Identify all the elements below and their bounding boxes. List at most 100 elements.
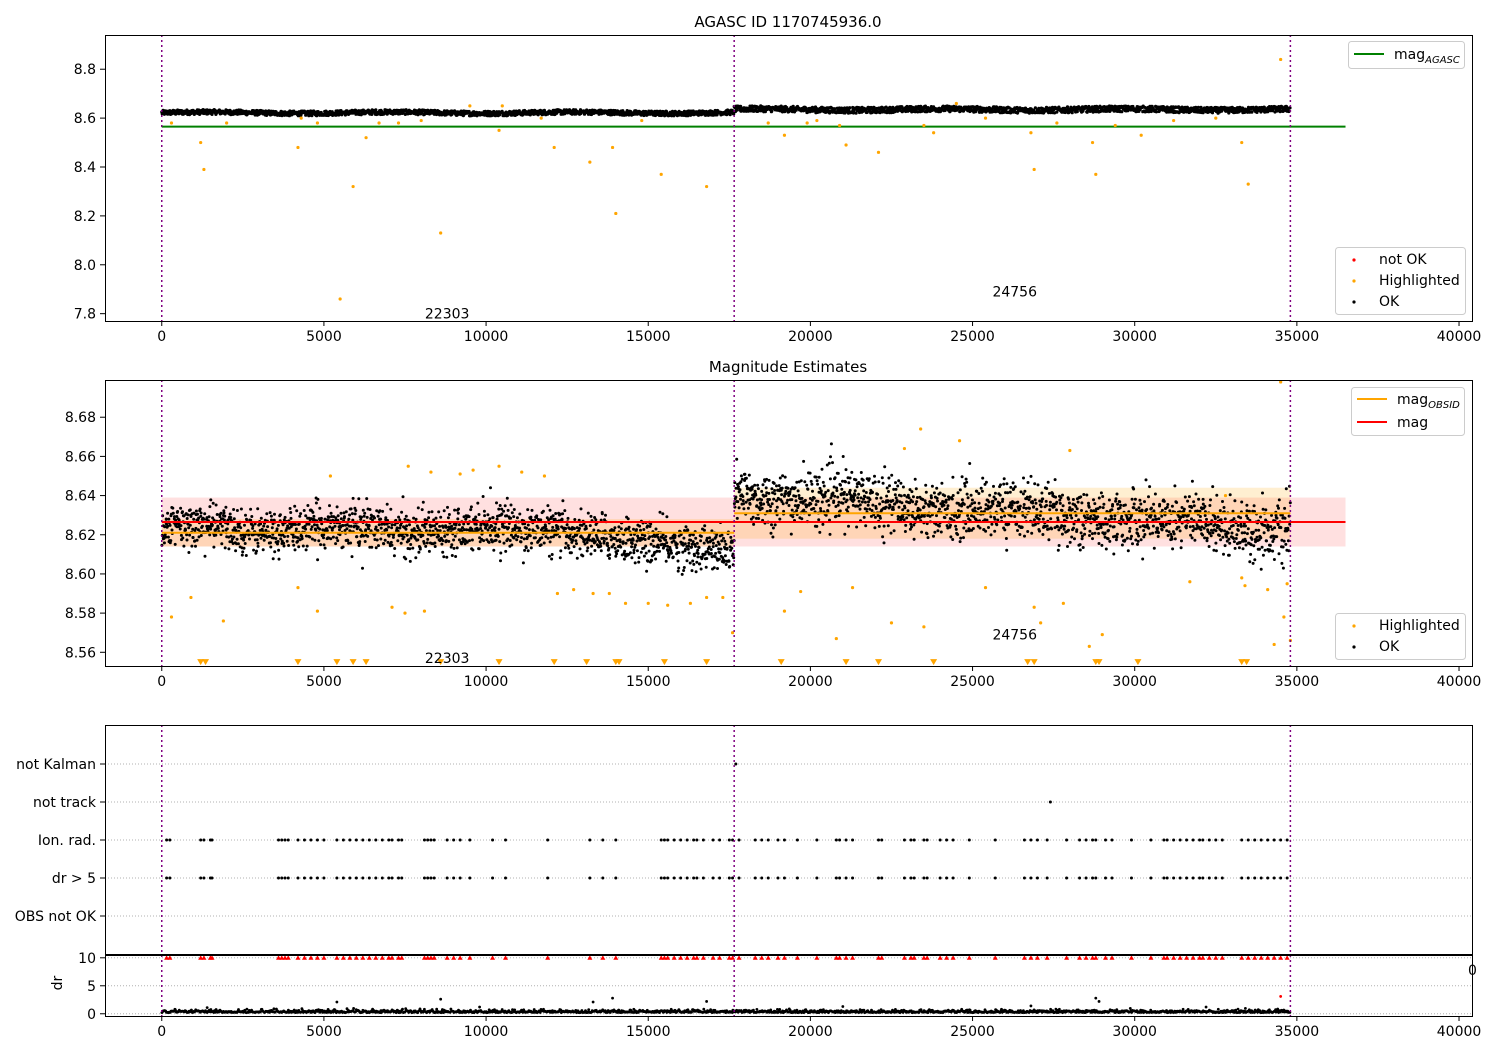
- highlighted-point: [838, 124, 841, 127]
- ok-point: [316, 498, 319, 501]
- ok-point: [351, 555, 354, 558]
- ok-point: [907, 509, 910, 512]
- y-tick-label: 7.8: [74, 307, 96, 323]
- ok-point: [754, 494, 757, 497]
- ok-point: [370, 546, 373, 549]
- ok-point: [751, 488, 754, 491]
- ok-point: [551, 526, 554, 529]
- ok-point: [896, 499, 899, 502]
- ok-point: [188, 534, 191, 537]
- ok-point: [377, 515, 380, 518]
- ok-point: [781, 487, 784, 490]
- ok-point: [607, 547, 610, 550]
- ok-point: [355, 535, 358, 538]
- ok-point: [229, 516, 232, 519]
- ok-point: [873, 526, 876, 529]
- ok-point: [404, 557, 407, 560]
- highlighted-point: [783, 134, 786, 137]
- ok-point: [705, 557, 708, 560]
- ok-point: [380, 527, 383, 530]
- ok-point: [457, 508, 460, 511]
- ok-point: [703, 529, 706, 532]
- ok-point: [874, 516, 877, 519]
- ok-point: [518, 513, 521, 516]
- highlighted-point: [377, 121, 380, 124]
- ok-point: [616, 549, 619, 552]
- ok-point: [348, 514, 351, 517]
- ok-point: [363, 515, 366, 518]
- ok-point: [223, 511, 226, 514]
- highlighted-point: [170, 121, 173, 124]
- ok-point: [698, 562, 701, 565]
- ok-point: [760, 498, 763, 501]
- ok-point: [762, 483, 765, 486]
- ok-point: [961, 475, 964, 478]
- x-tick-label: 10000: [464, 329, 509, 345]
- ok-point: [860, 471, 863, 474]
- x-tick-label: 30000: [1112, 329, 1157, 345]
- ok-point: [244, 542, 247, 545]
- ok-point: [608, 557, 611, 560]
- ok-point: [774, 509, 777, 512]
- ok-point: [232, 536, 235, 539]
- ok-point: [728, 560, 731, 563]
- ok-point: [767, 492, 770, 495]
- ok-point: [265, 512, 268, 515]
- ok-point: [451, 554, 454, 557]
- ok-point: [625, 542, 628, 545]
- ok-point: [924, 484, 927, 487]
- ok-point: [696, 549, 699, 552]
- ok-point: [454, 535, 457, 538]
- ok-point: [564, 527, 567, 530]
- ok-point: [448, 513, 451, 516]
- ok-point: [859, 503, 862, 506]
- ok-point: [559, 556, 562, 559]
- ok-point: [181, 510, 184, 513]
- ok-point: [443, 509, 446, 512]
- ok-point: [658, 550, 661, 553]
- ok-point: [897, 479, 900, 482]
- ok-point: [821, 468, 824, 471]
- ok-point: [911, 500, 914, 503]
- ok-point: [445, 526, 448, 529]
- ok-point: [664, 539, 667, 542]
- ok-point: [770, 523, 773, 526]
- ok-point: [633, 549, 636, 552]
- ok-point: [396, 539, 399, 542]
- ok-point: [478, 547, 481, 550]
- ok-point: [405, 524, 408, 527]
- ok-point: [877, 480, 880, 483]
- ok-point: [262, 548, 265, 551]
- ok-point: [233, 517, 236, 520]
- ok-point: [821, 501, 824, 504]
- highlighted-point: [877, 151, 880, 154]
- highlighted-point: [397, 121, 400, 124]
- ok-point: [240, 508, 243, 511]
- ok-point: [687, 545, 690, 548]
- ok-point: [550, 558, 553, 561]
- ok-point: [691, 569, 694, 572]
- ok-point: [809, 502, 812, 505]
- ok-point: [753, 484, 756, 487]
- panel1-title: AGASC ID 1170745936.0: [694, 13, 881, 31]
- ok-point: [875, 507, 878, 510]
- ok-point: [454, 527, 457, 530]
- ok-point: [515, 538, 518, 541]
- ok-point: [299, 512, 302, 515]
- ok-point: [504, 504, 507, 507]
- ok-point: [496, 518, 499, 521]
- ok-point: [775, 484, 778, 487]
- ok-point: [276, 527, 279, 530]
- ok-point: [243, 524, 246, 527]
- ok-point: [745, 477, 748, 480]
- ok-point: [354, 509, 357, 512]
- highlighted-point: [553, 146, 556, 149]
- ok-point: [883, 465, 886, 468]
- ok-point: [224, 506, 227, 509]
- ok-point: [855, 526, 858, 529]
- ok-point: [342, 546, 345, 549]
- ok-point: [959, 537, 962, 540]
- ok-point: [393, 547, 396, 550]
- highlighted-point: [844, 143, 847, 146]
- ok-point: [408, 523, 411, 526]
